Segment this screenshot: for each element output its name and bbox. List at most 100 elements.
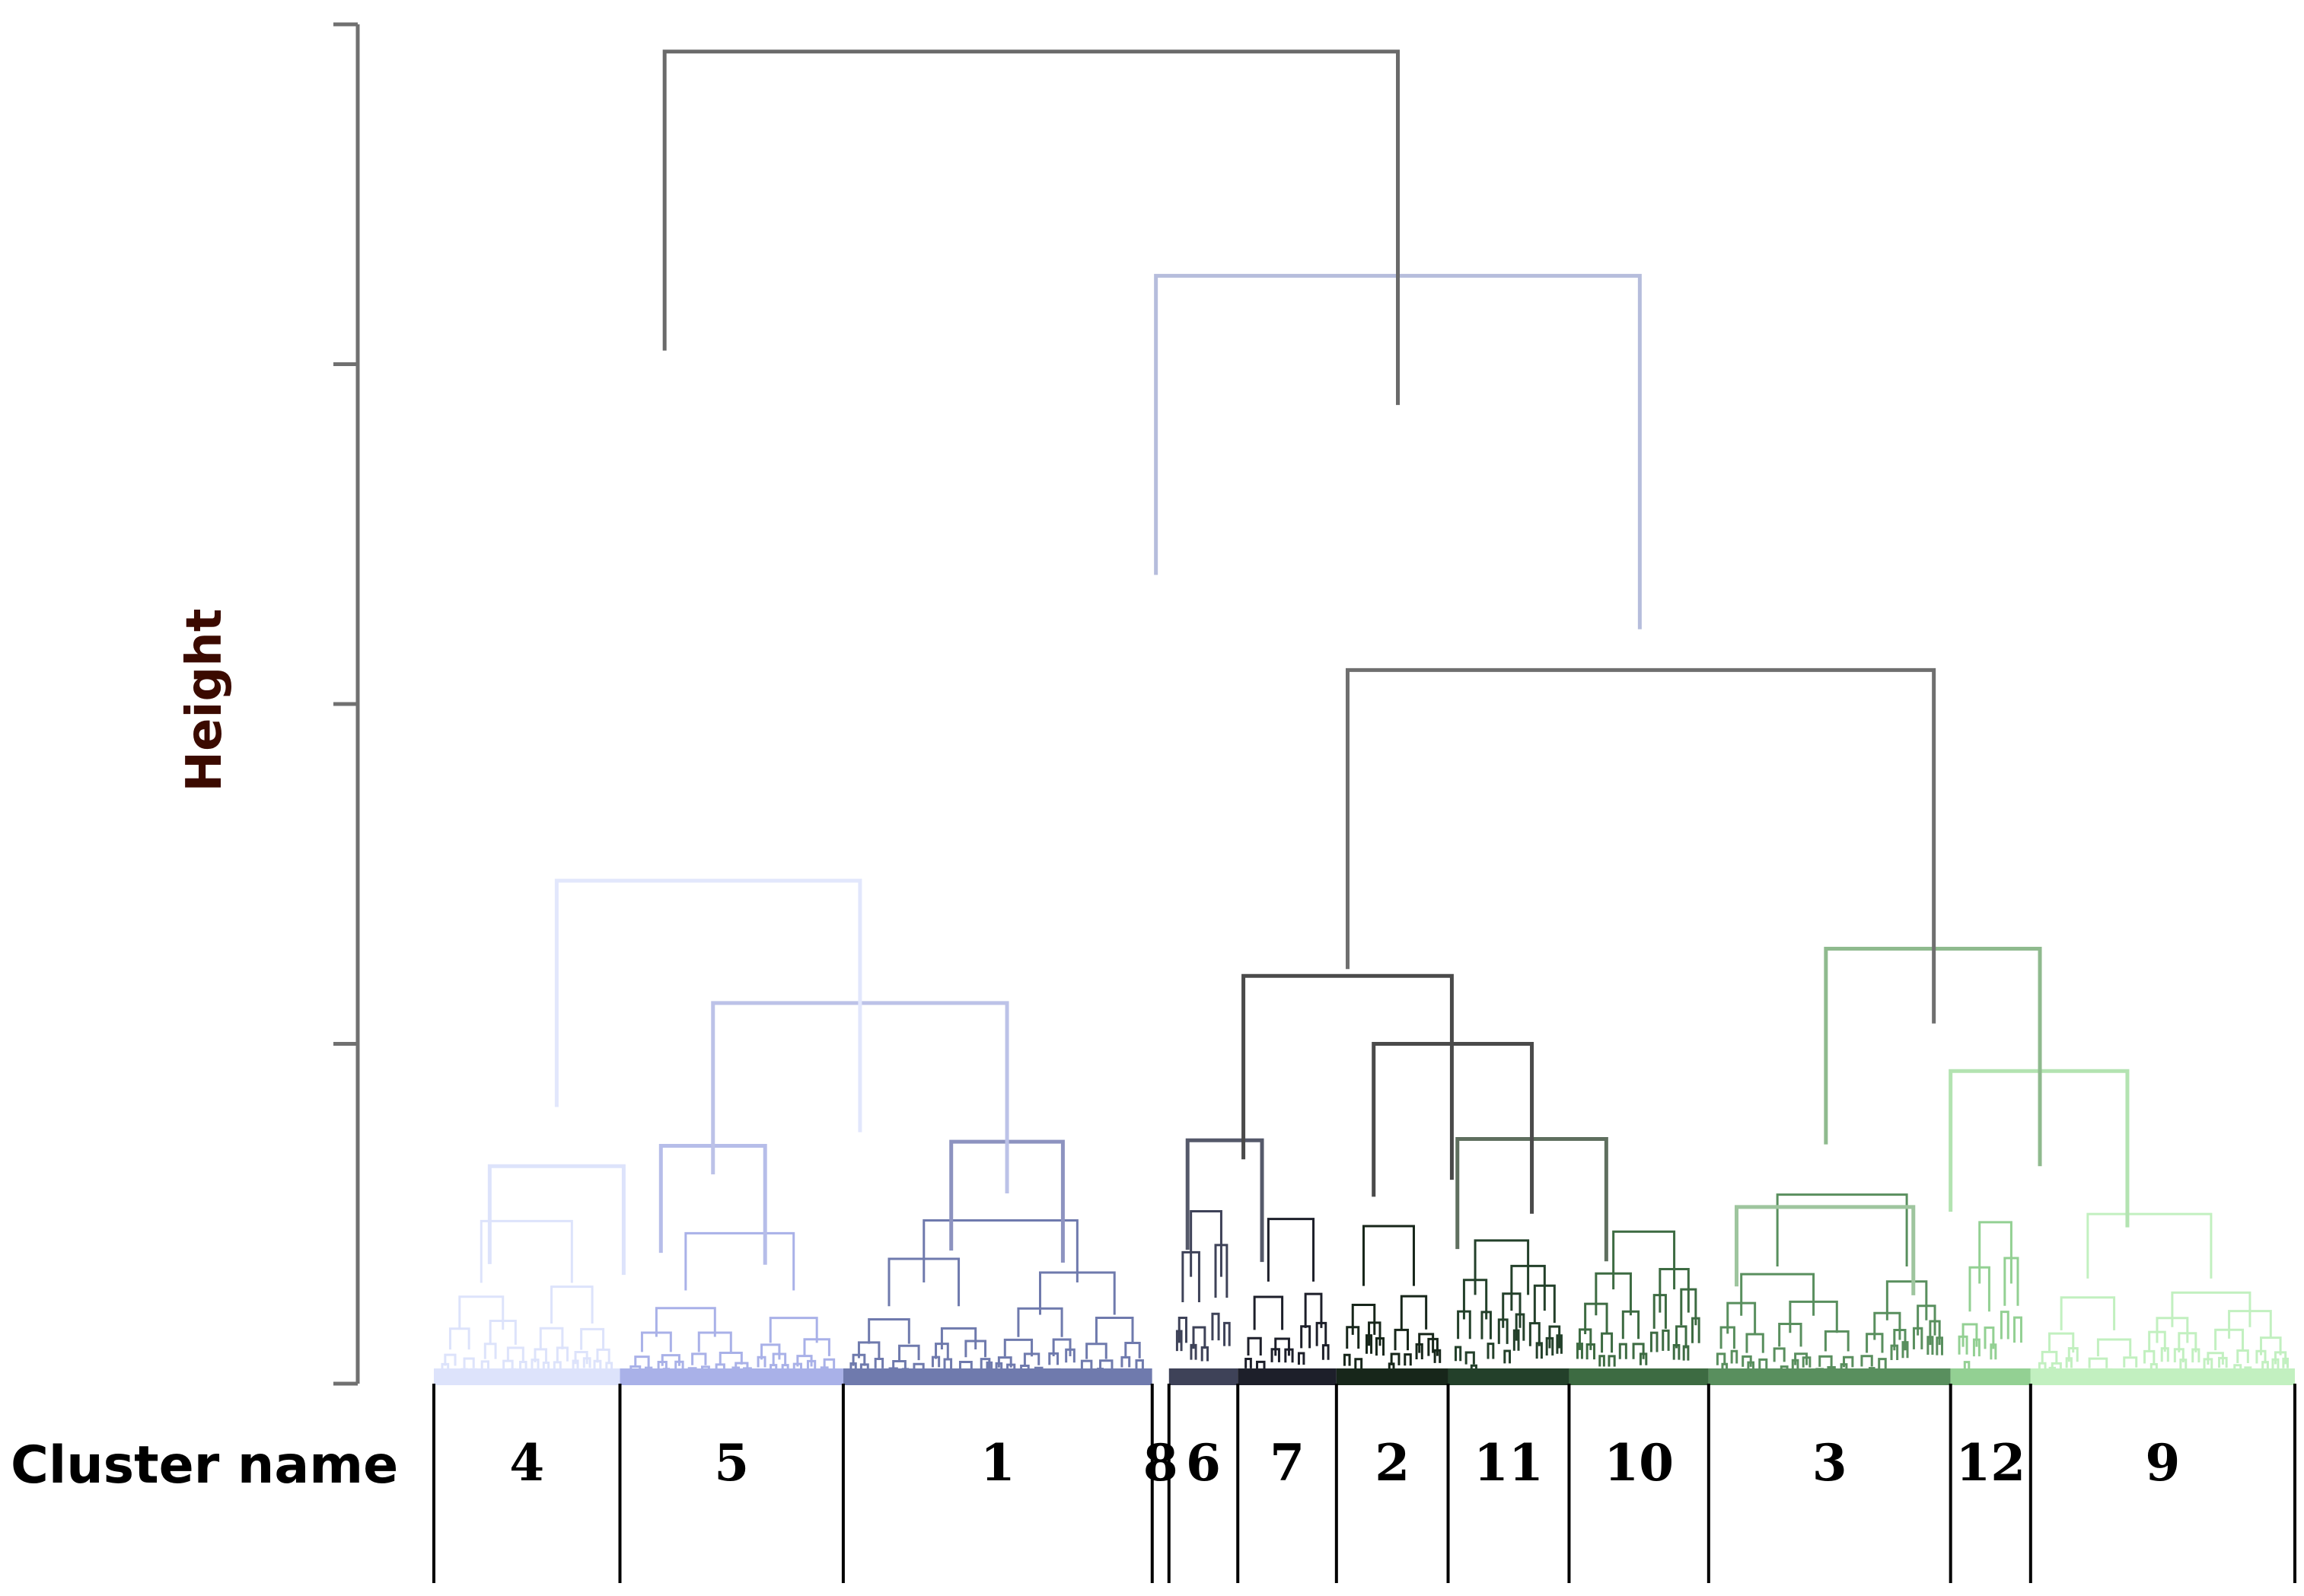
leaf-branch bbox=[769, 1317, 818, 1343]
leaf-branch bbox=[1598, 1355, 1605, 1367]
leaf-branch bbox=[1649, 1331, 1659, 1352]
leaf-branch bbox=[463, 1357, 475, 1368]
leaf-branch bbox=[1267, 1218, 1315, 1282]
leaf-branch bbox=[1354, 1358, 1363, 1368]
leaf-branch bbox=[1474, 1239, 1530, 1295]
leaf-branch bbox=[2171, 1291, 2251, 1327]
leaf-branch bbox=[519, 1361, 527, 1371]
leaf-branch bbox=[1612, 1230, 1676, 1290]
leaf-branch bbox=[1548, 1325, 1561, 1349]
leaf-branch bbox=[958, 1361, 973, 1371]
leaf-branch bbox=[2086, 1212, 2213, 1279]
leaf-branch bbox=[2123, 1356, 2138, 1368]
leaf-branch bbox=[1843, 1355, 1854, 1368]
leaf-branch bbox=[719, 1351, 743, 1365]
leaf-branch bbox=[1300, 1325, 1311, 1349]
leaf-branch bbox=[1404, 1353, 1412, 1366]
leaf-branch bbox=[2096, 1338, 2132, 1357]
leaf-branch bbox=[1675, 1325, 1687, 1349]
leaf-branch bbox=[480, 1360, 489, 1370]
merge-link-c67 bbox=[1185, 1138, 1264, 1263]
leaf-branch bbox=[1978, 1221, 2012, 1284]
leaf-branch bbox=[1608, 1355, 1616, 1367]
cluster-band-7 bbox=[1238, 1368, 1337, 1385]
leaf-branch bbox=[1120, 1355, 1131, 1368]
leaf-branch bbox=[1773, 1347, 1786, 1362]
cluster-label-3: 3 bbox=[1812, 1433, 1847, 1492]
cluster-label-9: 9 bbox=[2145, 1433, 2180, 1492]
merge-link-c4 bbox=[487, 1164, 626, 1276]
leaf-branch bbox=[1124, 1341, 1141, 1359]
leaf-branch bbox=[1256, 1360, 1266, 1371]
leaf-branch bbox=[574, 1351, 588, 1365]
leaf-branch bbox=[1818, 1355, 1833, 1367]
cluster-band-4 bbox=[434, 1368, 620, 1385]
leaf-branch bbox=[1085, 1343, 1107, 1359]
cluster-label-7: 7 bbox=[1270, 1433, 1305, 1492]
leaf-branch bbox=[1253, 1295, 1284, 1330]
leaf-branch bbox=[1740, 1273, 1815, 1316]
leaf-branch bbox=[892, 1360, 907, 1370]
leaf-branch bbox=[1304, 1292, 1323, 1328]
leaf-branch bbox=[1758, 1358, 1768, 1369]
leaf-branch bbox=[2088, 1357, 2108, 1368]
leaf-branch bbox=[1963, 1361, 1971, 1371]
merge-link-c672 bbox=[1241, 973, 1454, 1180]
cluster-band-8 bbox=[1152, 1368, 1169, 1385]
leaf-branch bbox=[1662, 1329, 1670, 1351]
cluster-band-10 bbox=[1569, 1368, 1709, 1385]
cluster-band-3 bbox=[1708, 1368, 1951, 1385]
leaf-branch bbox=[1095, 1316, 1134, 1343]
leaf-branch bbox=[1244, 1357, 1252, 1368]
leaf-branch bbox=[1601, 1332, 1614, 1353]
leaf-branch bbox=[1878, 1358, 1887, 1368]
cluster-band-11 bbox=[1448, 1368, 1569, 1385]
y-axis-label: Height bbox=[177, 609, 233, 792]
leaf-branch bbox=[943, 1358, 953, 1369]
leaf-branch bbox=[913, 1362, 925, 1372]
leaf-branch bbox=[1211, 1312, 1220, 1341]
leaf-branch bbox=[550, 1285, 594, 1324]
leaf-branch bbox=[1776, 1193, 1908, 1266]
leaf-branch bbox=[1961, 1323, 1978, 1347]
leaf-branch bbox=[1860, 1355, 1873, 1367]
cluster-band-12 bbox=[1950, 1368, 2031, 1385]
leaf-branch bbox=[997, 1356, 1012, 1368]
cluster-color-bands bbox=[434, 1368, 2295, 1385]
leaf-branch bbox=[1621, 1310, 1640, 1340]
leaf-branch bbox=[691, 1352, 707, 1365]
leaf-branch bbox=[2048, 1332, 2075, 1353]
leaf-branch bbox=[1885, 1280, 1928, 1320]
leaf-branch bbox=[1223, 1321, 1231, 1346]
cluster-band-2 bbox=[1336, 1368, 1448, 1385]
leaf-branch bbox=[874, 1358, 884, 1368]
leaf-branches bbox=[441, 1193, 2290, 1379]
leaf-branch bbox=[923, 1219, 1079, 1283]
cluster-label-6: 6 bbox=[1186, 1433, 1221, 1492]
leaf-branch bbox=[1192, 1326, 1206, 1349]
leaf-branch bbox=[1503, 1349, 1512, 1364]
leaf-branch bbox=[556, 1346, 569, 1362]
leaf-branch bbox=[448, 1327, 470, 1350]
leaf-branch bbox=[1052, 1338, 1072, 1357]
leaf-branch bbox=[1716, 1352, 1726, 1365]
leaf-branch bbox=[1745, 1333, 1764, 1353]
leaf-branch bbox=[1730, 1349, 1738, 1364]
cluster-band-1 bbox=[843, 1368, 1152, 1385]
leaf-branch bbox=[1682, 1345, 1690, 1361]
leaf-branch bbox=[684, 1231, 795, 1291]
leaf-branch bbox=[1618, 1343, 1627, 1359]
merge-link-c3 bbox=[1735, 1205, 1916, 1295]
leaf-branch bbox=[483, 1343, 497, 1359]
leaf-branch bbox=[760, 1343, 781, 1360]
leaf-branch bbox=[1099, 1359, 1114, 1370]
leaf-branch bbox=[506, 1346, 524, 1362]
cluster-label-5: 5 bbox=[714, 1433, 749, 1492]
leaf-branch bbox=[2207, 1352, 2224, 1365]
leaf-branch bbox=[444, 1353, 457, 1366]
leaf-branch bbox=[634, 1355, 650, 1368]
cluster-label-4: 4 bbox=[509, 1433, 544, 1492]
cluster-label-12: 12 bbox=[1955, 1433, 2025, 1492]
leaf-branch bbox=[605, 1362, 613, 1371]
cluster-label-11: 11 bbox=[1474, 1433, 1544, 1492]
